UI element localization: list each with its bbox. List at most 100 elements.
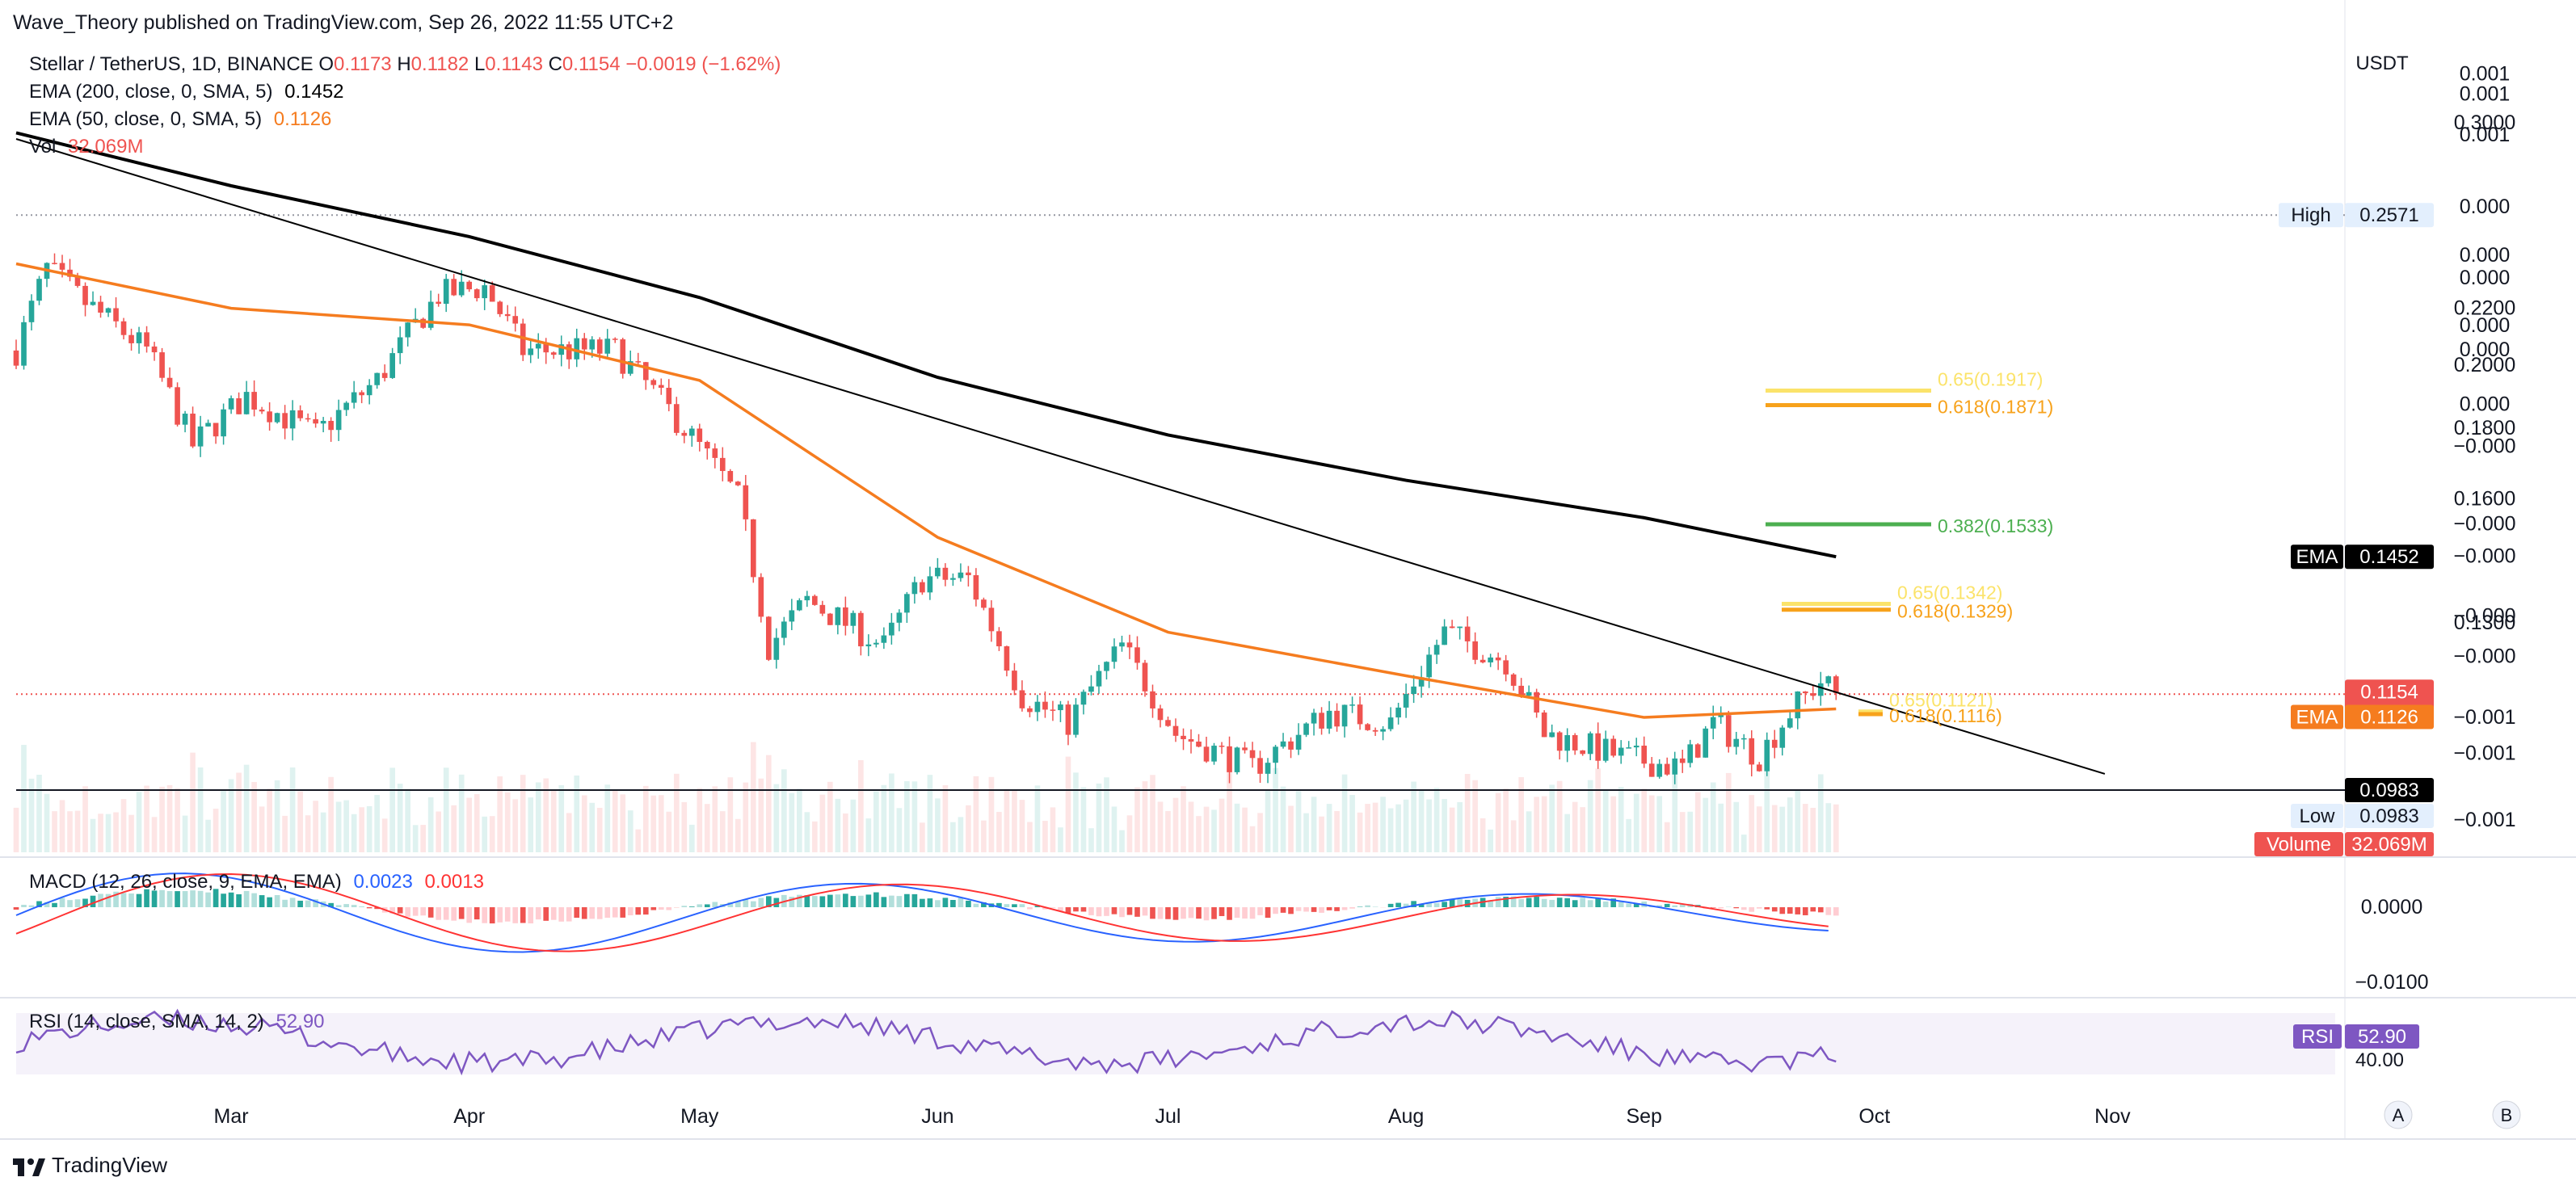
volume-bar — [52, 811, 57, 852]
rsi-band — [16, 1013, 2335, 1074]
candle-body — [1341, 704, 1348, 727]
macd-histogram-bar — [1503, 897, 1509, 907]
candle-body — [758, 577, 764, 617]
candle-body — [1319, 713, 1324, 729]
candle-body — [90, 301, 96, 305]
volume-bar — [1610, 796, 1617, 852]
volume-bar — [850, 799, 857, 852]
volume-bar — [673, 773, 680, 852]
candle-body — [1787, 718, 1793, 728]
candle-body — [1380, 729, 1386, 732]
rsi-legend: RSI (14, close, SMA, 14, 2) 52.90 — [29, 1011, 325, 1033]
candle-body — [904, 594, 910, 613]
volume-bar — [704, 804, 710, 852]
macd-histogram-bar — [1172, 907, 1179, 920]
volume-bar — [1203, 806, 1210, 852]
price-tag-value: 0.1126 — [2360, 706, 2418, 728]
macd-histogram-bar — [843, 893, 848, 907]
candle-body — [666, 388, 672, 405]
price-axis-label: −0.001 — [2453, 809, 2515, 831]
candle-body — [1034, 701, 1041, 713]
candle-body — [850, 612, 857, 626]
macd-histogram-bar — [1795, 907, 1801, 914]
volume-legend: Vol 32.069M — [29, 136, 143, 158]
candle-body — [1618, 747, 1624, 756]
scale-button-b[interactable] — [2492, 1100, 2521, 1129]
macd-histogram-bar — [966, 900, 971, 907]
candle-body — [1795, 691, 1801, 719]
candle-body — [1111, 646, 1118, 662]
volume-bar — [973, 776, 979, 852]
candle-body — [773, 637, 780, 660]
volume-bar — [1249, 826, 1256, 852]
macd-histogram-bar — [658, 907, 664, 910]
macd-histogram-bar — [1142, 907, 1148, 916]
volume-bar — [604, 784, 611, 852]
volume-bar — [175, 788, 180, 852]
candle-body — [1196, 741, 1202, 747]
macd-line — [15, 872, 1829, 953]
volume-bar — [1395, 804, 1401, 852]
price-axis[interactable]: 0.0010.0010.30000.0010.0000.0000.0000.22… — [2254, 53, 2516, 1071]
macd-histogram-bar — [535, 907, 541, 920]
macd-histogram-bar — [1595, 898, 1602, 907]
volume-bar — [420, 825, 427, 852]
macd-histogram-bar — [1825, 907, 1832, 915]
volume-bar — [190, 752, 196, 852]
macd-histogram-bar — [1295, 907, 1302, 911]
macd-histogram-bar — [896, 896, 903, 907]
candlestick-series — [13, 253, 1839, 784]
volume-bar — [1703, 797, 1709, 852]
volume-bar — [896, 808, 903, 852]
symbol-name: Stellar / TetherUS, 1D, BINANCE — [29, 53, 314, 75]
volume-bar — [981, 820, 987, 852]
volume-bar — [1380, 797, 1386, 852]
candle-body — [1580, 750, 1586, 755]
volume-bar — [274, 780, 280, 852]
candle-body — [274, 413, 280, 423]
volume-bar — [1771, 805, 1778, 852]
macd-histogram-bar — [59, 898, 65, 907]
time-axis[interactable]: Mar Apr May Jun Jul Aug Sep Oct Nov A B — [214, 1100, 2521, 1129]
scale-button-a[interactable] — [2384, 1100, 2413, 1129]
candle-body — [1349, 704, 1355, 706]
macd-histogram-bar — [1080, 907, 1087, 912]
candle-body — [458, 281, 465, 296]
volume-bar — [489, 816, 495, 852]
volume-bar — [1602, 790, 1609, 852]
volume-bar — [1357, 812, 1363, 852]
price-tag: 0.1452 EMA — [2291, 544, 2434, 570]
volume-bar — [574, 775, 580, 852]
volume-bar — [681, 801, 688, 852]
time-axis-label-may: May — [680, 1105, 719, 1128]
fib-level-label: 0.618(0.1116) — [1889, 705, 2002, 726]
price-axis-label: 0.001 — [2460, 124, 2511, 146]
candle-body — [482, 285, 488, 299]
volume-bar — [1756, 806, 1762, 852]
volume-bar — [1534, 797, 1539, 852]
macd-histogram-bar — [1134, 907, 1140, 917]
descending-trendline — [15, 138, 2106, 775]
candle-body — [635, 361, 642, 363]
volume-bar — [251, 782, 257, 852]
macd-axis-label: 0.0000 — [2361, 896, 2422, 919]
candle-body — [497, 301, 503, 314]
volume-bar — [397, 784, 403, 852]
tradingview-logo[interactable]: TradingView — [13, 1153, 167, 1178]
volume-bar — [550, 790, 557, 852]
candle-body — [228, 398, 234, 410]
macd-histogram-bar — [1710, 907, 1716, 908]
price-axis-label: 0.2000 — [2454, 354, 2515, 376]
volume-bar — [1219, 798, 1225, 852]
candle-body — [1679, 758, 1686, 763]
candle-body — [1833, 676, 1839, 693]
macd-histogram-bar — [1718, 907, 1724, 909]
volume-bar — [1449, 807, 1455, 852]
candle-body — [528, 348, 534, 355]
macd-histogram-bar — [1779, 907, 1786, 914]
volume-bar — [74, 810, 81, 852]
candle-body — [1165, 720, 1171, 726]
macd-histogram-bar — [1242, 907, 1248, 919]
candle-body — [1357, 704, 1363, 725]
